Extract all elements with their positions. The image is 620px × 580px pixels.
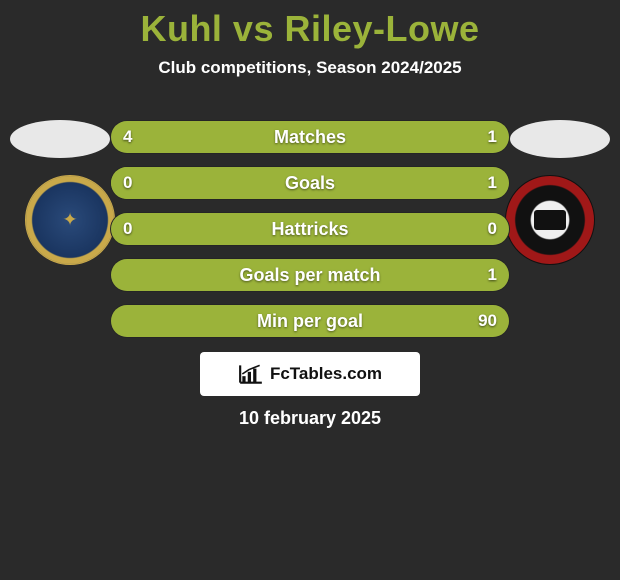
stat-value-right: 1 [488,167,497,199]
player-photo-right [510,120,610,158]
stat-value-left: 4 [123,121,132,153]
tiger-icon [534,210,566,230]
bird-icon: ✦ [62,210,77,231]
stat-value-right: 90 [478,305,497,337]
stat-value-left: 0 [123,213,132,245]
player-photo-left [10,120,110,158]
stat-row: Min per goal90 [110,304,510,338]
stat-value-right: 1 [488,259,497,291]
footer-brand-text: FcTables.com [270,364,382,384]
stat-label: Min per goal [111,305,509,337]
stat-value-right: 1 [488,121,497,153]
stat-label: Goals per match [111,259,509,291]
stats-bars: Matches41Goals01Hattricks00Goals per mat… [110,120,510,350]
stat-label: Hattricks [111,213,509,245]
page-title: Kuhl vs Riley-Lowe [0,0,620,50]
date-text: 10 february 2025 [0,408,620,429]
stat-row: Hattricks0 0 [110,212,510,246]
stat-label: Goals [111,167,509,199]
stat-label: Matches [111,121,509,153]
chart-icon [238,363,264,385]
page-subtitle: Club competitions, Season 2024/2025 [0,58,620,78]
club-crest-right [505,175,595,265]
fctables-logo: FcTables.com [200,352,420,396]
club-crest-left: ✦ [25,175,115,265]
stat-value-right: 0 [488,213,497,245]
stat-row: Matches4 1 [110,120,510,154]
stat-row: Goals0 1 [110,166,510,200]
stat-value-left: 0 [123,167,132,199]
stat-row: Goals per match1 [110,258,510,292]
